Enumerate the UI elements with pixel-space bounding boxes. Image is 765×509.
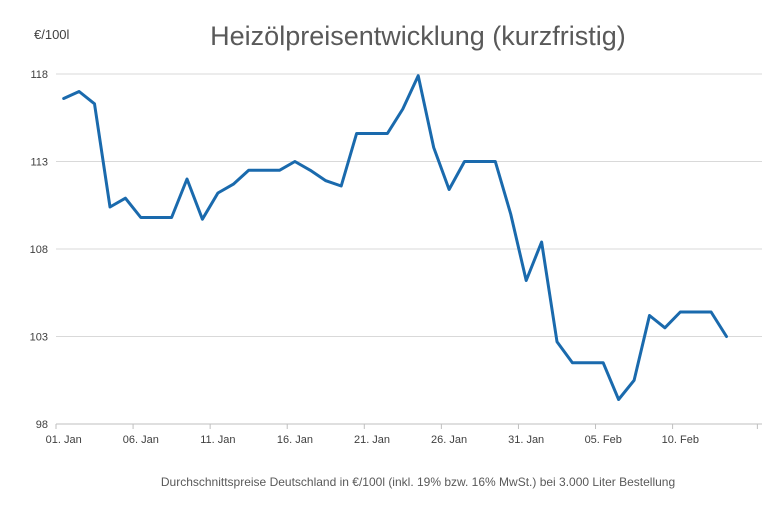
x-tick-label: 26. Jan (431, 434, 467, 446)
gridlines (56, 73, 762, 337)
y-tick-labels: 98 103 108 113 118 (30, 69, 48, 431)
y-tick-label: 103 (30, 332, 48, 344)
x-tick-label: 01. Jan (46, 434, 82, 446)
x-tick-label: 10. Feb (662, 434, 699, 446)
x-tick-label: 06. Jan (123, 434, 159, 446)
chart-title: Heizölpreisentwicklung (kurzfristig) (210, 21, 626, 51)
x-tick-label: 16. Jan (277, 434, 313, 446)
x-tick-label: 31. Jan (508, 434, 544, 446)
y-tick-label: 98 (36, 419, 48, 431)
series-layer (62, 74, 728, 401)
y-tick-label: 118 (30, 69, 48, 81)
price-series-line (62, 74, 728, 401)
x-tick-labels: 01. Jan 06. Jan 11. Jan 16. Jan 21. Jan 26. J… (46, 434, 699, 446)
x-tick-label: 21. Jan (354, 434, 390, 446)
x-tick-label: 11. Jan (200, 434, 235, 446)
y-tick-label: 108 (30, 244, 48, 256)
y-axis-label: €/100l (34, 27, 70, 42)
y-tick-label: 113 (30, 157, 48, 169)
axes (55, 423, 762, 429)
chart-caption: Durchschnittspreise Deutschland in €/100… (161, 475, 675, 489)
x-tick-label: 05. Feb (585, 434, 622, 446)
